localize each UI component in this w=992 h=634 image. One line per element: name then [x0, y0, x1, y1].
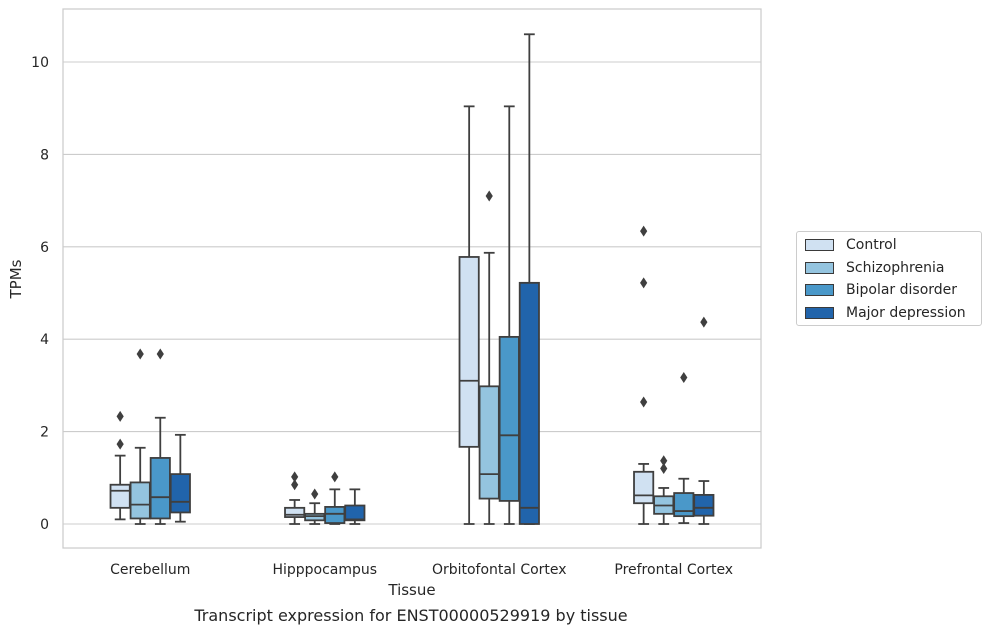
- legend-label-control: Control: [846, 237, 897, 253]
- series-schizophrenia: [129, 190, 675, 525]
- x-tick-labels: Cerebellum Hipppocampus Orbitofontal Corte…: [110, 562, 733, 578]
- box-orbitofontal-cortex-control: [458, 105, 480, 525]
- chart-caption: Transcript expression for ENST0000052991…: [194, 606, 628, 625]
- box-cerebellum-control: [109, 410, 131, 521]
- box-cerebellum-major-depression: [169, 433, 191, 523]
- legend-item-bipolar-disorder: Bipolar disorder: [805, 280, 957, 300]
- legend-swatch-bipolar-disorder: [805, 284, 834, 296]
- y-tick-labels: 0 2 4 6 8 10: [31, 55, 49, 533]
- box-iqr: [284, 506, 306, 518]
- box-iqr: [633, 470, 655, 505]
- box-iqr: [129, 481, 151, 520]
- legend-label-major-depression: Major depression: [846, 305, 966, 321]
- outlier-point: [116, 438, 124, 450]
- y-tick-label-10: 10: [31, 55, 49, 71]
- outlier-point: [485, 190, 493, 202]
- box-prefrontal-cortex-control: [633, 225, 655, 525]
- plot-area-frame: [62, 8, 762, 549]
- outlier-point: [640, 396, 648, 408]
- series-major-depression: [169, 33, 715, 525]
- legend-swatch-major-depression: [805, 307, 834, 319]
- legend-item-schizophrenia: Schizophrenia: [805, 258, 944, 278]
- box-layer: [109, 33, 715, 525]
- box-iqr: [518, 281, 540, 525]
- outlier-point: [331, 471, 339, 483]
- series-control: [109, 105, 655, 525]
- box-iqr: [673, 492, 695, 518]
- box-iqr: [304, 512, 326, 522]
- outlier-point: [640, 225, 648, 237]
- outlier-point: [291, 479, 299, 491]
- outlier-point: [640, 277, 648, 289]
- legend-swatch-control: [805, 239, 834, 251]
- outlier-point: [116, 410, 124, 422]
- legend-item-control: Control: [805, 235, 897, 255]
- y-tick-label-2: 2: [40, 425, 49, 441]
- outlier-point: [660, 463, 668, 475]
- outlier-point: [136, 348, 144, 360]
- y-tick-label-8: 8: [40, 147, 49, 163]
- legend-label-schizophrenia: Schizophrenia: [846, 260, 945, 276]
- y-axis-label: TPMs: [7, 259, 25, 299]
- x-tick-label-hipppocampus: Hipppocampus: [272, 562, 377, 578]
- outlier-point: [660, 455, 668, 467]
- box-iqr: [344, 504, 366, 522]
- y-tick-label-6: 6: [40, 240, 49, 256]
- outlier-point: [311, 488, 319, 500]
- box-hipppocampus-control: [284, 471, 306, 525]
- legend-item-major-depression: Major depression: [805, 303, 966, 323]
- box-iqr: [458, 256, 480, 448]
- box-iqr: [324, 506, 346, 524]
- outlier-point: [291, 471, 299, 483]
- box-prefrontal-cortex-major-depression: [693, 316, 715, 525]
- x-tick-label-orbitofontal-cortex: Orbitofontal Cortex: [432, 562, 567, 578]
- legend-label-bipolar-disorder: Bipolar disorder: [846, 282, 958, 298]
- x-tick-label-cerebellum: Cerebellum: [110, 562, 190, 578]
- outlier-point: [700, 316, 708, 328]
- box-hipppocampus-major-depression: [344, 488, 366, 525]
- outlier-point: [156, 348, 164, 360]
- box-iqr: [149, 457, 171, 520]
- y-tick-label-4: 4: [40, 332, 49, 348]
- box-iqr: [693, 493, 715, 517]
- x-axis-label: Tissue: [387, 581, 435, 599]
- x-tick-label-prefrontal-cortex: Prefrontal Cortex: [614, 562, 733, 578]
- legend-swatch-schizophrenia: [805, 262, 834, 274]
- box-iqr: [478, 385, 500, 500]
- box-iqr: [109, 483, 131, 509]
- box-iqr: [169, 473, 191, 514]
- series-bipolar-disorder: [149, 105, 695, 525]
- y-tick-label-0: 0: [40, 517, 49, 533]
- box-prefrontal-cortex-bipolar-disorder: [673, 372, 695, 524]
- box-orbitofontal-cortex-schizophrenia: [478, 190, 500, 525]
- outlier-point: [680, 372, 688, 384]
- box-orbitofontal-cortex-bipolar-disorder: [498, 105, 520, 525]
- box-orbitofontal-cortex-major-depression: [518, 33, 540, 525]
- box-iqr: [498, 335, 520, 502]
- legend: Control Schizophrenia Bipolar disorder M…: [796, 231, 982, 326]
- grid-lines: [63, 61, 761, 525]
- plot-area-background: [63, 9, 761, 548]
